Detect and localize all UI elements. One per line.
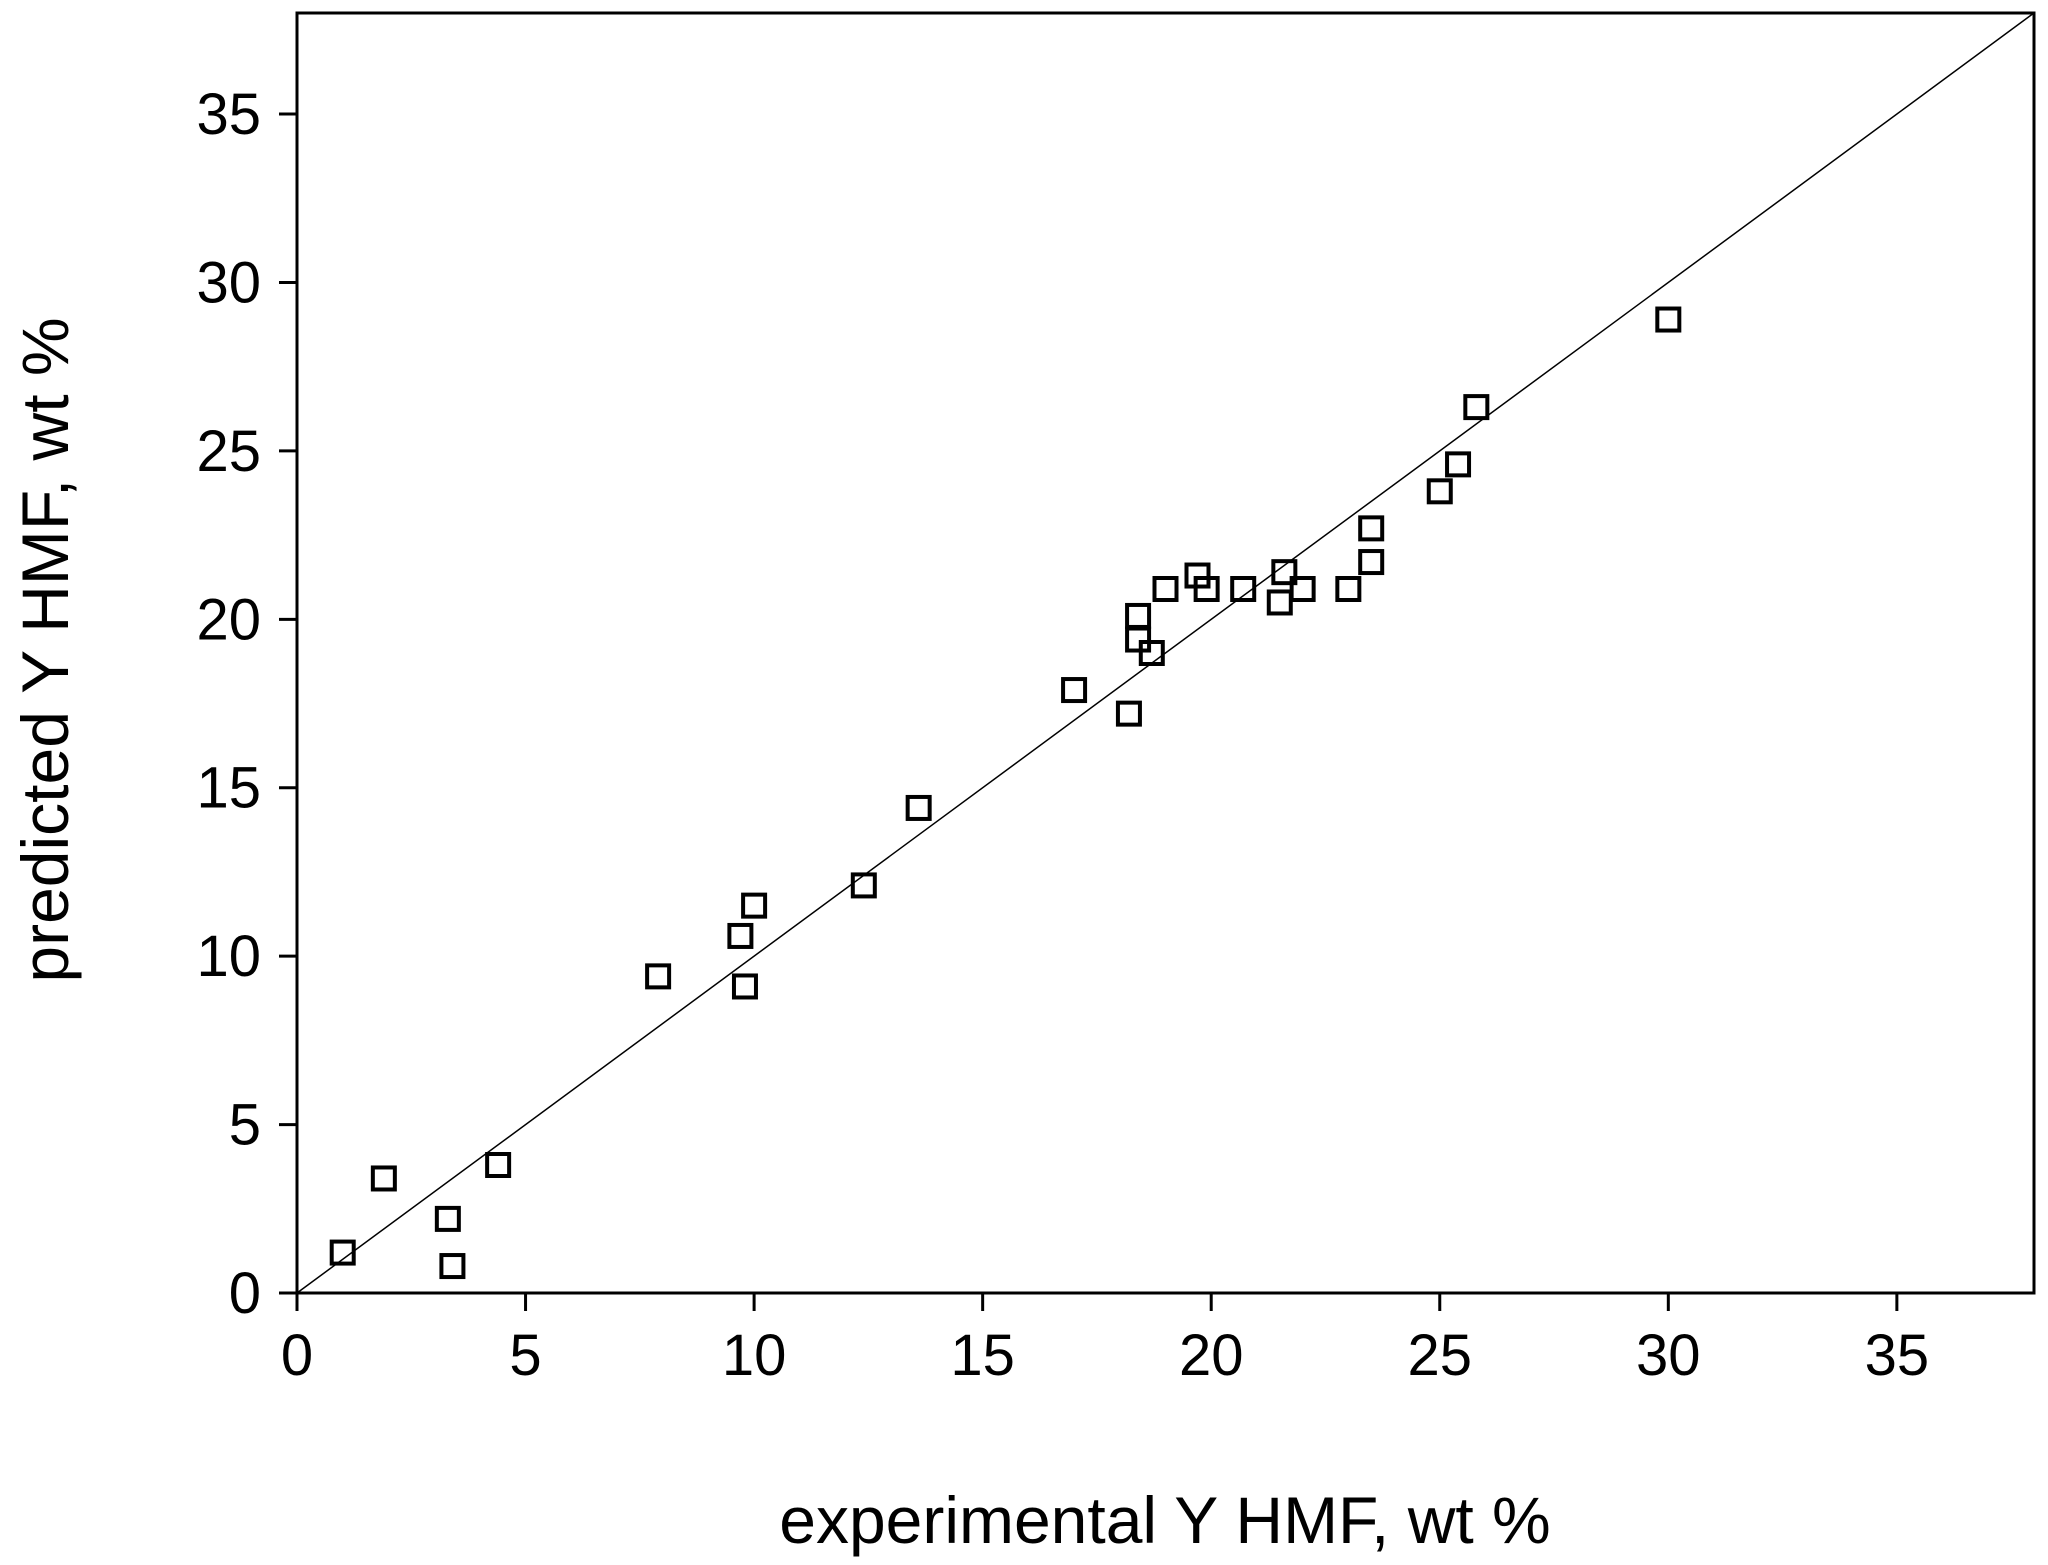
x-axis-title: experimental Y HMF, wt %: [779, 1483, 1551, 1557]
data-point-marker: [434, 1205, 461, 1232]
y-tick-label: 0: [229, 1261, 261, 1326]
x-tick-label: 0: [281, 1323, 313, 1388]
data-point-marker: [485, 1152, 512, 1178]
data-point-marker: [1271, 559, 1298, 586]
y-tick-label: 30: [196, 250, 261, 315]
identity-line: [296, 12, 2035, 1294]
data-point-marker: [1289, 576, 1316, 602]
x-tick-label: 20: [1179, 1323, 1244, 1388]
reference-line-layer: [296, 12, 2035, 1294]
data-point-marker: [1125, 602, 1152, 629]
data-point-marker: [1230, 576, 1257, 602]
data-point-marker: [1463, 394, 1490, 421]
data-point-marker: [1358, 549, 1385, 576]
data-point-marker: [850, 872, 877, 899]
data-point-marker: [1335, 576, 1362, 602]
x-tick-label: 25: [1408, 1323, 1473, 1388]
data-point-marker: [1061, 677, 1088, 704]
x-tick-label: 35: [1865, 1323, 1930, 1388]
y-tick-label: 25: [196, 419, 261, 484]
y-tick-label: 20: [196, 587, 261, 652]
x-tick-label: 5: [509, 1323, 541, 1388]
x-tick-label: 10: [722, 1323, 787, 1388]
x-tick-label: 15: [950, 1323, 1015, 1388]
y-axis-title: predicted Y HMF, wt %: [8, 317, 82, 982]
marker-layer: [329, 306, 1682, 1280]
data-point-marker: [1266, 589, 1293, 616]
data-point-marker: [1358, 515, 1385, 542]
data-point-marker: [905, 794, 932, 821]
data-point-marker: [727, 922, 754, 949]
data-point-marker: [731, 973, 758, 1000]
data-point-marker: [370, 1165, 397, 1192]
data-point-marker: [1152, 576, 1179, 602]
data-point-marker: [1655, 306, 1682, 333]
y-tick-label: 15: [196, 756, 261, 821]
data-point-marker: [1125, 626, 1152, 653]
data-point-marker: [1426, 478, 1453, 505]
data-point-marker: [329, 1239, 356, 1266]
plot-area-frame: [295, 11, 2036, 1295]
data-point-marker: [439, 1253, 466, 1280]
data-point-marker: [1193, 576, 1220, 602]
tick-layer: 0 5 10 15 20 25 30 35 0 5 10 15 20 25 30 35: [196, 82, 1929, 1388]
data-point-marker: [645, 963, 672, 990]
y-tick-label: 10: [196, 924, 261, 989]
data-point-marker: [1445, 451, 1472, 478]
data-point-marker: [741, 892, 768, 919]
data-point-marker: [1138, 640, 1165, 666]
data-point-marker: [1115, 700, 1142, 727]
y-tick-label: 5: [229, 1093, 261, 1158]
y-tick-label: 35: [196, 82, 261, 147]
x-tick-label: 30: [1636, 1323, 1701, 1388]
